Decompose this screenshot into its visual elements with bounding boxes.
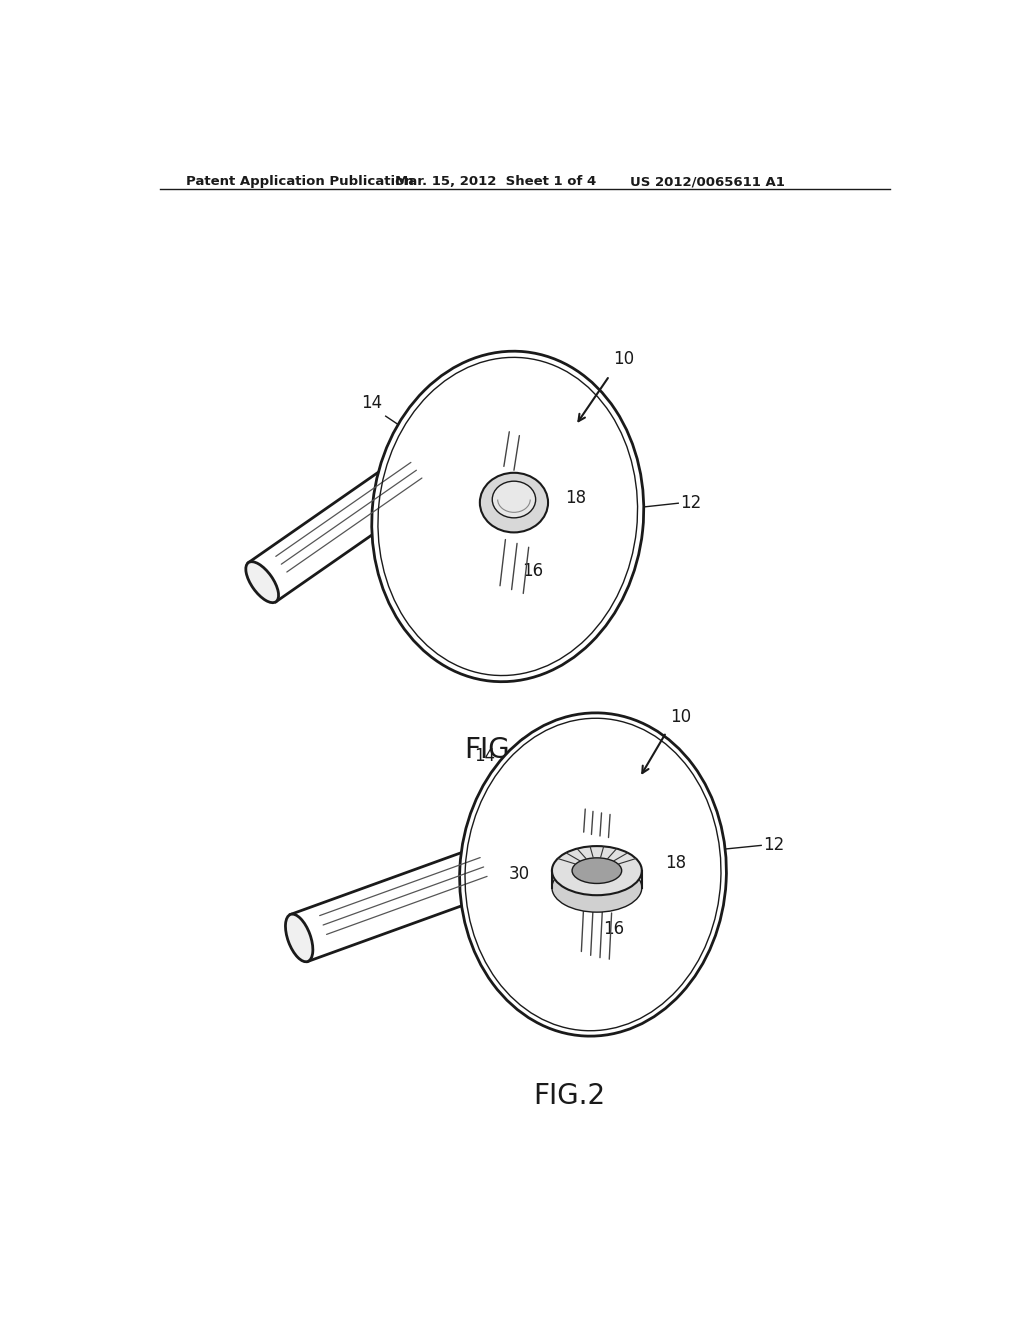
Text: FIG.2: FIG.2 xyxy=(534,1082,606,1110)
Ellipse shape xyxy=(572,858,622,883)
Ellipse shape xyxy=(552,846,642,895)
Text: 18: 18 xyxy=(565,488,586,507)
Text: 16: 16 xyxy=(521,562,543,579)
Text: 14: 14 xyxy=(474,747,495,764)
Text: 14: 14 xyxy=(360,395,382,412)
Ellipse shape xyxy=(246,562,279,603)
Text: 10: 10 xyxy=(613,350,635,368)
Ellipse shape xyxy=(480,473,548,532)
Text: Patent Application Publication: Patent Application Publication xyxy=(186,176,414,189)
Ellipse shape xyxy=(460,713,726,1036)
Ellipse shape xyxy=(552,863,642,912)
Ellipse shape xyxy=(286,915,313,962)
Text: FIG.1: FIG.1 xyxy=(464,737,536,764)
Text: 30: 30 xyxy=(509,865,530,883)
Polygon shape xyxy=(291,838,519,961)
Text: Mar. 15, 2012  Sheet 1 of 4: Mar. 15, 2012 Sheet 1 of 4 xyxy=(395,176,597,189)
Text: 12: 12 xyxy=(764,837,784,854)
Ellipse shape xyxy=(493,482,536,517)
Ellipse shape xyxy=(372,351,644,681)
Text: 12: 12 xyxy=(681,494,701,512)
Text: US 2012/0065611 A1: US 2012/0065611 A1 xyxy=(630,176,785,189)
Text: 10: 10 xyxy=(670,708,691,726)
Text: 18: 18 xyxy=(665,854,686,871)
Text: 16: 16 xyxy=(603,920,625,939)
Polygon shape xyxy=(249,440,454,602)
